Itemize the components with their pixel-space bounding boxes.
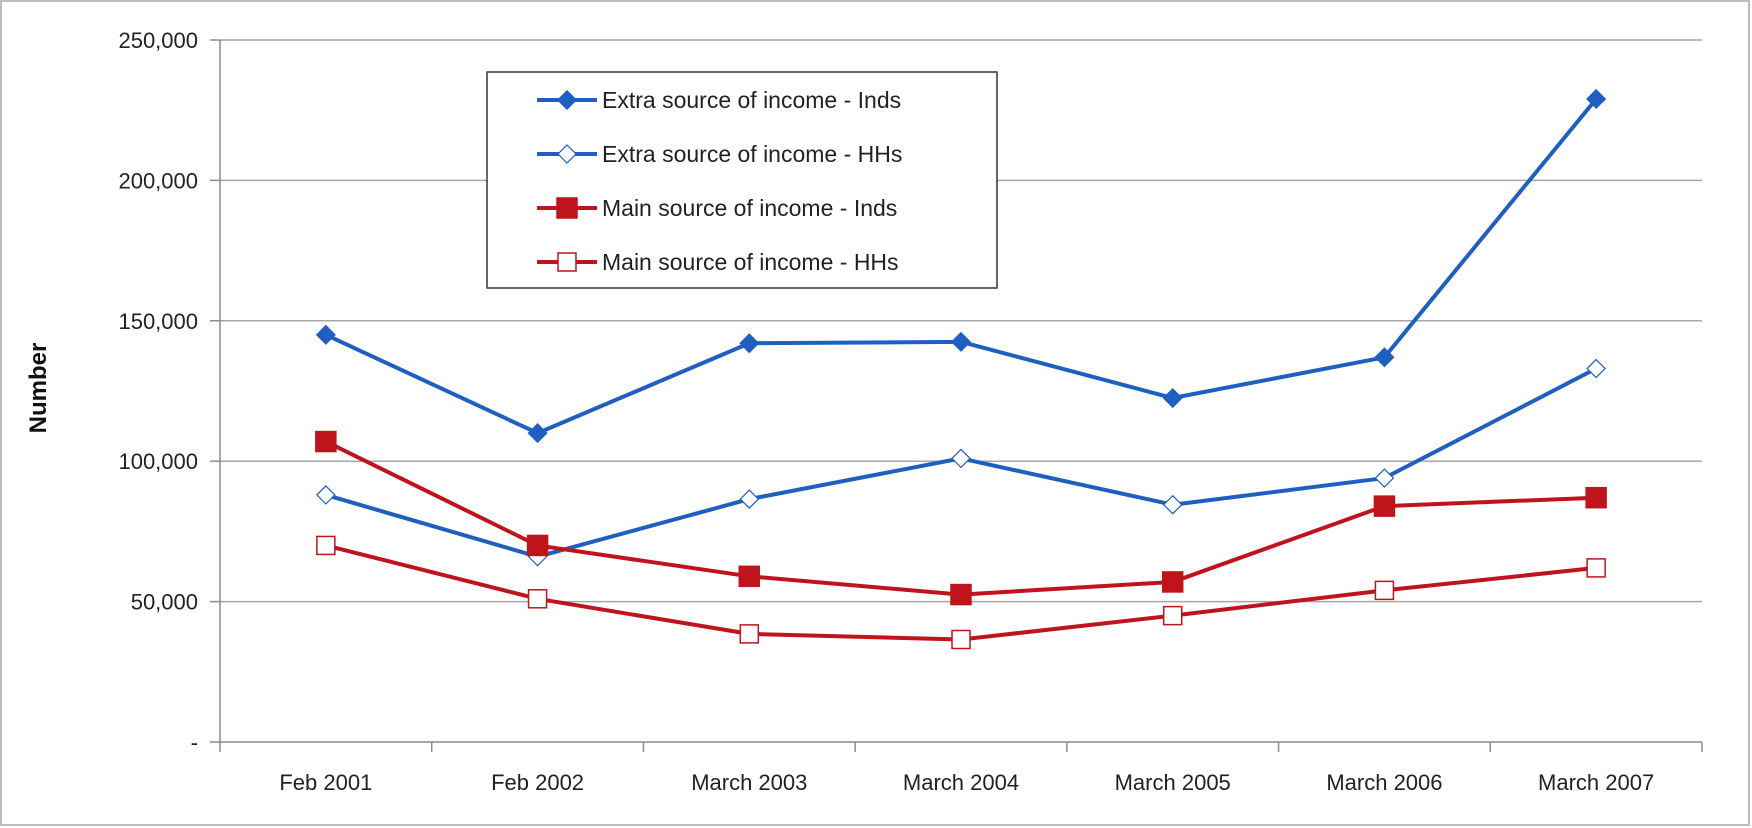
legend-label: Main source of income - Inds xyxy=(602,195,897,221)
legend-box xyxy=(486,71,998,289)
data-point xyxy=(1374,580,1395,601)
x-axis-ticks: Feb 2001 Feb 2002 March 2003 March 2004 Marc… xyxy=(219,742,1703,795)
data-point xyxy=(951,448,971,469)
x-tick-label: March 2007 xyxy=(1538,770,1654,795)
data-point xyxy=(951,629,971,650)
data-point xyxy=(1586,558,1606,578)
series-main-source-of-income-inds xyxy=(315,430,1607,606)
y-tick-label: 250,000 xyxy=(118,28,198,53)
data-point xyxy=(739,489,760,509)
series-layer xyxy=(315,88,1607,650)
y-axis-label: Number xyxy=(25,343,52,434)
data-point xyxy=(1162,387,1183,409)
gridlines xyxy=(220,39,1702,603)
data-point xyxy=(315,324,336,345)
legend-swatch-marker xyxy=(556,89,578,111)
y-tick-label: 50,000 xyxy=(131,590,198,615)
y-axis-ticks: - 50,000 100,000 150,000 200,000 250,000 xyxy=(118,28,220,755)
axes xyxy=(219,40,1702,743)
series-main-source-of-income-hhs xyxy=(316,535,1606,650)
series-extra-source-of-income-inds xyxy=(315,88,1607,444)
data-point xyxy=(1585,486,1607,509)
data-point xyxy=(316,485,336,505)
legend-swatch-marker xyxy=(557,144,577,164)
data-point xyxy=(739,333,760,354)
legend-entry: Main source of income - HHs xyxy=(537,249,899,275)
data-point xyxy=(1162,494,1183,515)
data-point xyxy=(315,430,337,453)
data-point xyxy=(1373,495,1396,517)
data-point xyxy=(1374,468,1395,488)
y-tick-label: - xyxy=(191,730,198,755)
data-point xyxy=(950,583,972,606)
legend-label: Main source of income - HHs xyxy=(602,249,899,275)
data-point xyxy=(1586,358,1606,379)
data-point xyxy=(527,423,548,444)
data-point xyxy=(1374,347,1395,368)
series-extra-source-of-income-hhs xyxy=(316,358,1606,567)
x-tick-label: March 2006 xyxy=(1326,770,1442,795)
y-tick-label: 150,000 xyxy=(118,309,198,334)
y-tick-label: 200,000 xyxy=(118,168,198,193)
y-tick-label: 100,000 xyxy=(118,449,198,474)
data-point xyxy=(738,565,761,588)
x-tick-label: March 2005 xyxy=(1115,770,1231,795)
x-tick-label: March 2003 xyxy=(691,770,807,795)
data-point xyxy=(1161,571,1184,593)
legend-label: Extra source of income - HHs xyxy=(602,141,902,167)
x-tick-label: Feb 2002 xyxy=(491,770,584,795)
data-point xyxy=(316,535,336,556)
legend-swatch-marker xyxy=(556,197,578,219)
legend-swatch-marker xyxy=(557,252,577,272)
data-point xyxy=(739,624,760,644)
data-point xyxy=(1586,88,1607,110)
legend-label: Extra source of income - Inds xyxy=(602,87,901,113)
legend: Extra source of income - Inds Extra sourc… xyxy=(486,71,998,289)
legend-entry: Main source of income - Inds xyxy=(537,195,897,221)
x-tick-label: Feb 2001 xyxy=(279,770,372,795)
data-point xyxy=(527,589,548,609)
data-point xyxy=(526,534,549,557)
legend-entry: Extra source of income - HHs xyxy=(537,141,902,167)
data-point xyxy=(950,331,972,352)
data-point xyxy=(1162,605,1183,626)
legend-entry: Extra source of income - Inds xyxy=(537,87,901,113)
x-tick-label: March 2004 xyxy=(903,770,1019,795)
